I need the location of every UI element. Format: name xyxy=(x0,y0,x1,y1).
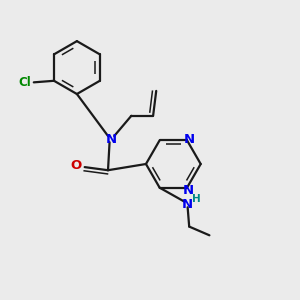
Text: N: N xyxy=(182,198,193,211)
Text: N: N xyxy=(183,184,194,197)
Text: N: N xyxy=(106,133,117,146)
Text: H: H xyxy=(192,194,201,204)
Text: N: N xyxy=(184,133,195,146)
Text: O: O xyxy=(70,159,82,172)
Text: Cl: Cl xyxy=(19,76,32,89)
